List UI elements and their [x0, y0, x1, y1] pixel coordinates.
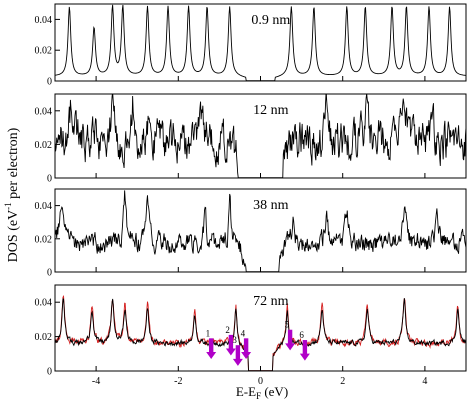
panel-4-ytick-label-2: 0.04	[35, 298, 53, 309]
x-axis: -4 -2 0 2 4	[92, 376, 427, 387]
xtick-label-0: -4	[92, 376, 100, 387]
x-axis-label-sub: F	[256, 391, 261, 401]
panel-3: 0 0.02 0.04 38 nm	[35, 188, 467, 279]
annotation-arrow-4	[241, 338, 252, 359]
panel-1-label: 0.9 nm	[251, 13, 290, 28]
annotation-label-2: 2	[225, 325, 230, 335]
panel-4-series-2	[55, 298, 466, 371]
panel-4-ytick-label-1: 0.02	[35, 332, 53, 343]
panel-1-ytick-label-2: 0.04	[35, 15, 53, 26]
annotation-arrow-6	[299, 340, 310, 361]
panel-3-ytick-label-0: 0	[47, 268, 52, 279]
y-axis-label-sup: -1	[3, 202, 13, 210]
panel-4-label: 72 nm	[253, 294, 289, 309]
annotation-arrow-2	[225, 334, 236, 356]
panel-2-ytick-label-2: 0.04	[35, 106, 53, 117]
annotation-label-1: 1	[206, 328, 211, 338]
x-axis-label: E-EF (eV)	[236, 384, 288, 401]
y-axis-label: DOS (eV-1 per electron)	[3, 127, 21, 262]
panel-3-ytick-label-2: 0.04	[35, 201, 53, 212]
annotation-arrow-3	[232, 345, 243, 366]
xtick-label-4: 4	[422, 376, 427, 387]
panel-2-label: 12 nm	[253, 103, 289, 118]
annotation-label-4: 4	[241, 328, 246, 338]
panel-4: 0 0.02 0.04 72 nm 1 234 56	[35, 284, 467, 378]
panel-2-ytick-label-1: 0.02	[35, 140, 53, 151]
annotation-label-3: 3	[232, 335, 237, 345]
panel-3-label: 38 nm	[253, 198, 289, 213]
annotation-arrow-5	[285, 329, 296, 351]
panel-3-ytick-label-1: 0.02	[35, 234, 53, 245]
xtick-label-3: 2	[340, 376, 345, 387]
panels-group: 0 0.02 0.04 0.9 nm 0 0.02 0.04 12 nm 0 0.02 0.04 38…	[35, 3, 467, 378]
xtick-label-2: 0	[258, 376, 263, 387]
panel-2: 0 0.02 0.04 12 nm	[35, 93, 467, 185]
annotation-label-6: 6	[299, 330, 304, 340]
annotation-label-5: 5	[285, 320, 290, 330]
panel-4-ytick-label-0: 0	[47, 367, 52, 378]
panel-1-ytick-label-0: 0	[47, 77, 52, 88]
annotation-arrow-1	[206, 338, 217, 359]
panel-1-ytick-label-1: 0.02	[35, 46, 53, 57]
xtick-label-1: -2	[174, 376, 182, 387]
panel-1: 0 0.02 0.04 0.9 nm	[35, 3, 467, 88]
panel-2-ytick-label-0: 0	[47, 174, 52, 185]
